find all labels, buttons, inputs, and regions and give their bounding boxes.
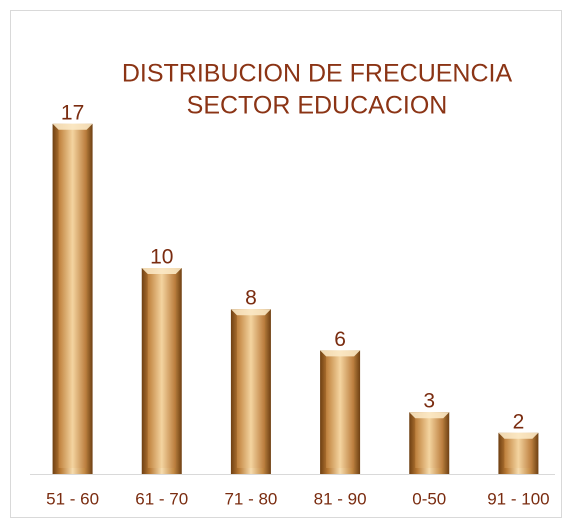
value-label: 3 bbox=[423, 390, 435, 413]
value-label: 17 bbox=[61, 101, 84, 124]
chart-title: DISTRIBUCION DE FRECUENCIA bbox=[122, 60, 513, 88]
bar-bevel-top bbox=[320, 350, 361, 357]
bar-bevel bbox=[504, 438, 533, 468]
x-tick-label: 71 - 80 bbox=[224, 489, 277, 508]
x-tick-label: 51 - 60 bbox=[46, 489, 99, 508]
bar-bevel bbox=[236, 315, 265, 468]
bar-bevel bbox=[147, 274, 176, 468]
x-tick-label: 81 - 90 bbox=[314, 489, 367, 508]
bar-bevel bbox=[415, 418, 444, 468]
bar-bevel bbox=[326, 356, 355, 468]
bar-bevel-top bbox=[498, 432, 539, 439]
bar-bevel-top bbox=[230, 309, 271, 316]
bar-bevel bbox=[58, 129, 87, 469]
bar-bevel-top bbox=[409, 412, 450, 419]
value-label: 10 bbox=[150, 246, 173, 269]
value-label: 6 bbox=[334, 328, 346, 351]
x-tick-label: 0-50 bbox=[412, 489, 446, 508]
value-label: 2 bbox=[513, 410, 525, 433]
x-tick-label: 91 - 100 bbox=[487, 489, 549, 508]
bar-bevel-top bbox=[52, 123, 93, 130]
chart-title: SECTOR EDUCACION bbox=[187, 92, 448, 120]
bar-bevel-top bbox=[141, 268, 182, 274]
value-label: 8 bbox=[245, 287, 257, 310]
chart-border bbox=[10, 10, 562, 518]
x-tick-label: 61 - 70 bbox=[135, 489, 188, 508]
